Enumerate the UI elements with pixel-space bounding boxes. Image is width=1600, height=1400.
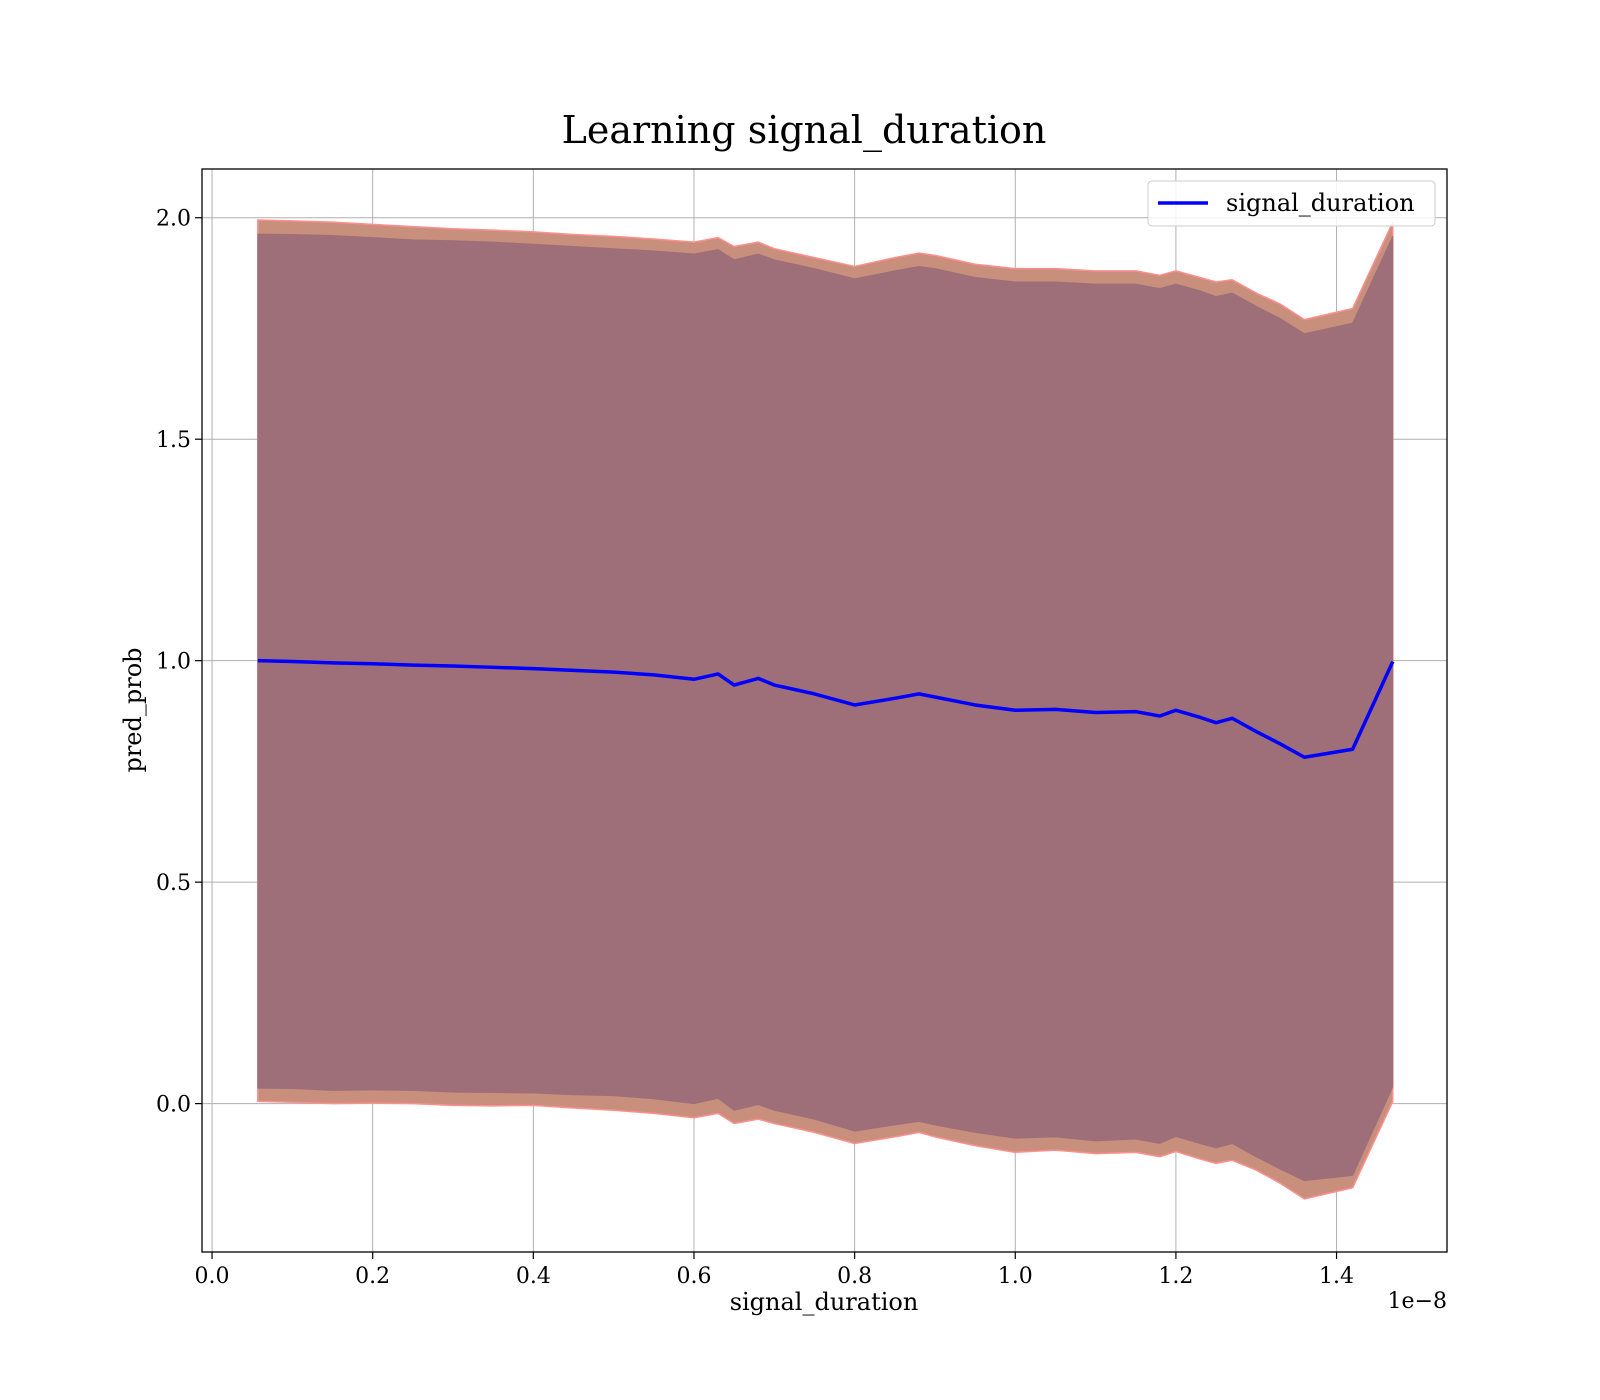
x-tick-label: 0.6 bbox=[676, 1264, 711, 1289]
x-tick-label: 1.0 bbox=[998, 1264, 1033, 1289]
axis-ticks: 0.0 0.2 0.4 0.6 0.8 1.0 1.2 1.4 0.0 0.5 1.0 1.5 2.0 bbox=[156, 207, 1354, 1289]
y-tick-label: 1.0 bbox=[156, 650, 191, 675]
y-tick-label: 1.5 bbox=[156, 428, 191, 453]
x-tick-label: 1.4 bbox=[1319, 1264, 1354, 1289]
series-line bbox=[257, 658, 1395, 759]
y-tick-label: 2.0 bbox=[156, 207, 191, 232]
plot-frame bbox=[201, 168, 1448, 1253]
x-axis-offset-label: 1e−8 bbox=[1388, 1289, 1447, 1314]
x-tick-label: 0.4 bbox=[516, 1264, 551, 1289]
legend: signal_duration bbox=[1147, 180, 1436, 227]
legend-box bbox=[1147, 180, 1436, 227]
x-tick-label: 0.8 bbox=[837, 1264, 872, 1289]
x-tick-label: 0.2 bbox=[355, 1264, 390, 1289]
series-lines bbox=[257, 658, 1395, 759]
chart-title: Learning signal_duration bbox=[562, 108, 1047, 153]
confidence-bands bbox=[257, 219, 1394, 1200]
x-axis-label: signal_duration bbox=[730, 1288, 919, 1316]
x-tick-label: 1.2 bbox=[1158, 1264, 1193, 1289]
y-axis-label: pred_prob bbox=[119, 647, 147, 772]
y-tick-label: 0.0 bbox=[156, 1093, 191, 1118]
legend-label: signal_duration bbox=[1226, 189, 1415, 217]
inner-confidence-band bbox=[257, 233, 1394, 1182]
y-tick-label: 0.5 bbox=[156, 871, 191, 896]
x-tick-label: 0.0 bbox=[195, 1264, 230, 1289]
